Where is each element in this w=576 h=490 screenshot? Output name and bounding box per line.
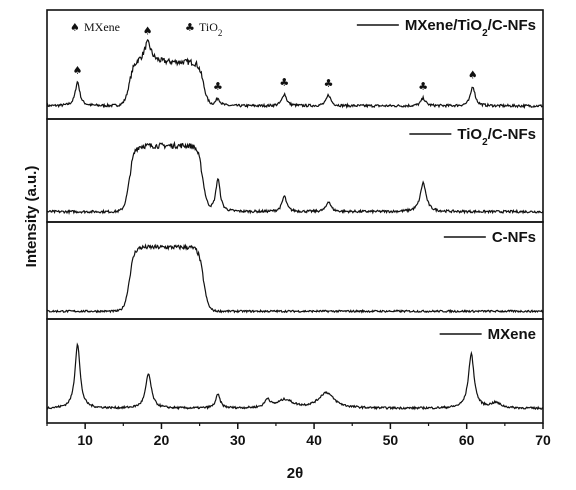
marker-legend-label: MXene — [84, 20, 120, 34]
xrd-curve-1 — [46, 38, 544, 110]
marker-legend-item: ♣ TiO2 — [185, 20, 222, 38]
legend-label: TiO2/C-NFs — [457, 126, 536, 148]
tio2-peak-marker: ♣ — [418, 80, 428, 93]
x-tick-label-50: 50 — [383, 432, 399, 448]
xrd-curve-4 — [46, 342, 544, 411]
marker-legend-item: ♠ MXene — [70, 20, 120, 34]
club-icon: ♣ — [185, 21, 195, 34]
panel-2: TiO2/C-NFs — [46, 118, 544, 223]
tio2-peak-marker: ♣ — [324, 77, 334, 90]
x-tick-label-70: 70 — [535, 432, 551, 448]
tio2-peak-marker: ♣ — [279, 76, 289, 89]
xrd-curve-3 — [46, 243, 544, 314]
xrd-curve-2 — [46, 140, 544, 215]
legend-label: C-NFs — [492, 229, 536, 246]
panels-layer: ♠ ♠ ♣ ♣ ♣ ♣ ♠ MXene/TiO2/C-NFs TiO2/C-NFs C-NFs MX… — [46, 9, 544, 424]
mxene-peak-marker: ♠ — [143, 25, 153, 38]
y-axis-label: Intensity (a.u.) — [23, 166, 40, 268]
mxene-peak-marker: ♠ — [468, 68, 478, 81]
legend-label: MXene/TiO2/C-NFs — [405, 17, 536, 39]
mxene-peak-marker: ♠ — [73, 64, 83, 77]
x-tick-label-20: 20 — [154, 432, 170, 448]
x-tick-label-40: 40 — [306, 432, 322, 448]
x-axis: 10 20 30 40 50 60 70 — [46, 423, 551, 448]
marker-legend: ♠ MXene ♣ TiO2 — [70, 20, 222, 38]
panel-1: ♠ ♠ ♣ ♣ ♣ ♣ ♠ MXene/TiO2/C-NFs — [46, 9, 544, 120]
x-tick-label-10: 10 — [77, 432, 93, 448]
x-axis-label: 2θ — [287, 465, 303, 482]
tio2-peak-marker: ♣ — [213, 80, 223, 93]
panel-frame — [46, 318, 544, 424]
panel-3: C-NFs — [46, 221, 544, 320]
spade-icon: ♠ — [70, 21, 80, 34]
x-tick-label-30: 30 — [230, 432, 246, 448]
legend-label: MXene — [488, 326, 536, 343]
panel-4: MXene — [46, 318, 544, 424]
x-tick-label-60: 60 — [459, 432, 475, 448]
marker-legend-label: TiO2 — [199, 20, 222, 38]
